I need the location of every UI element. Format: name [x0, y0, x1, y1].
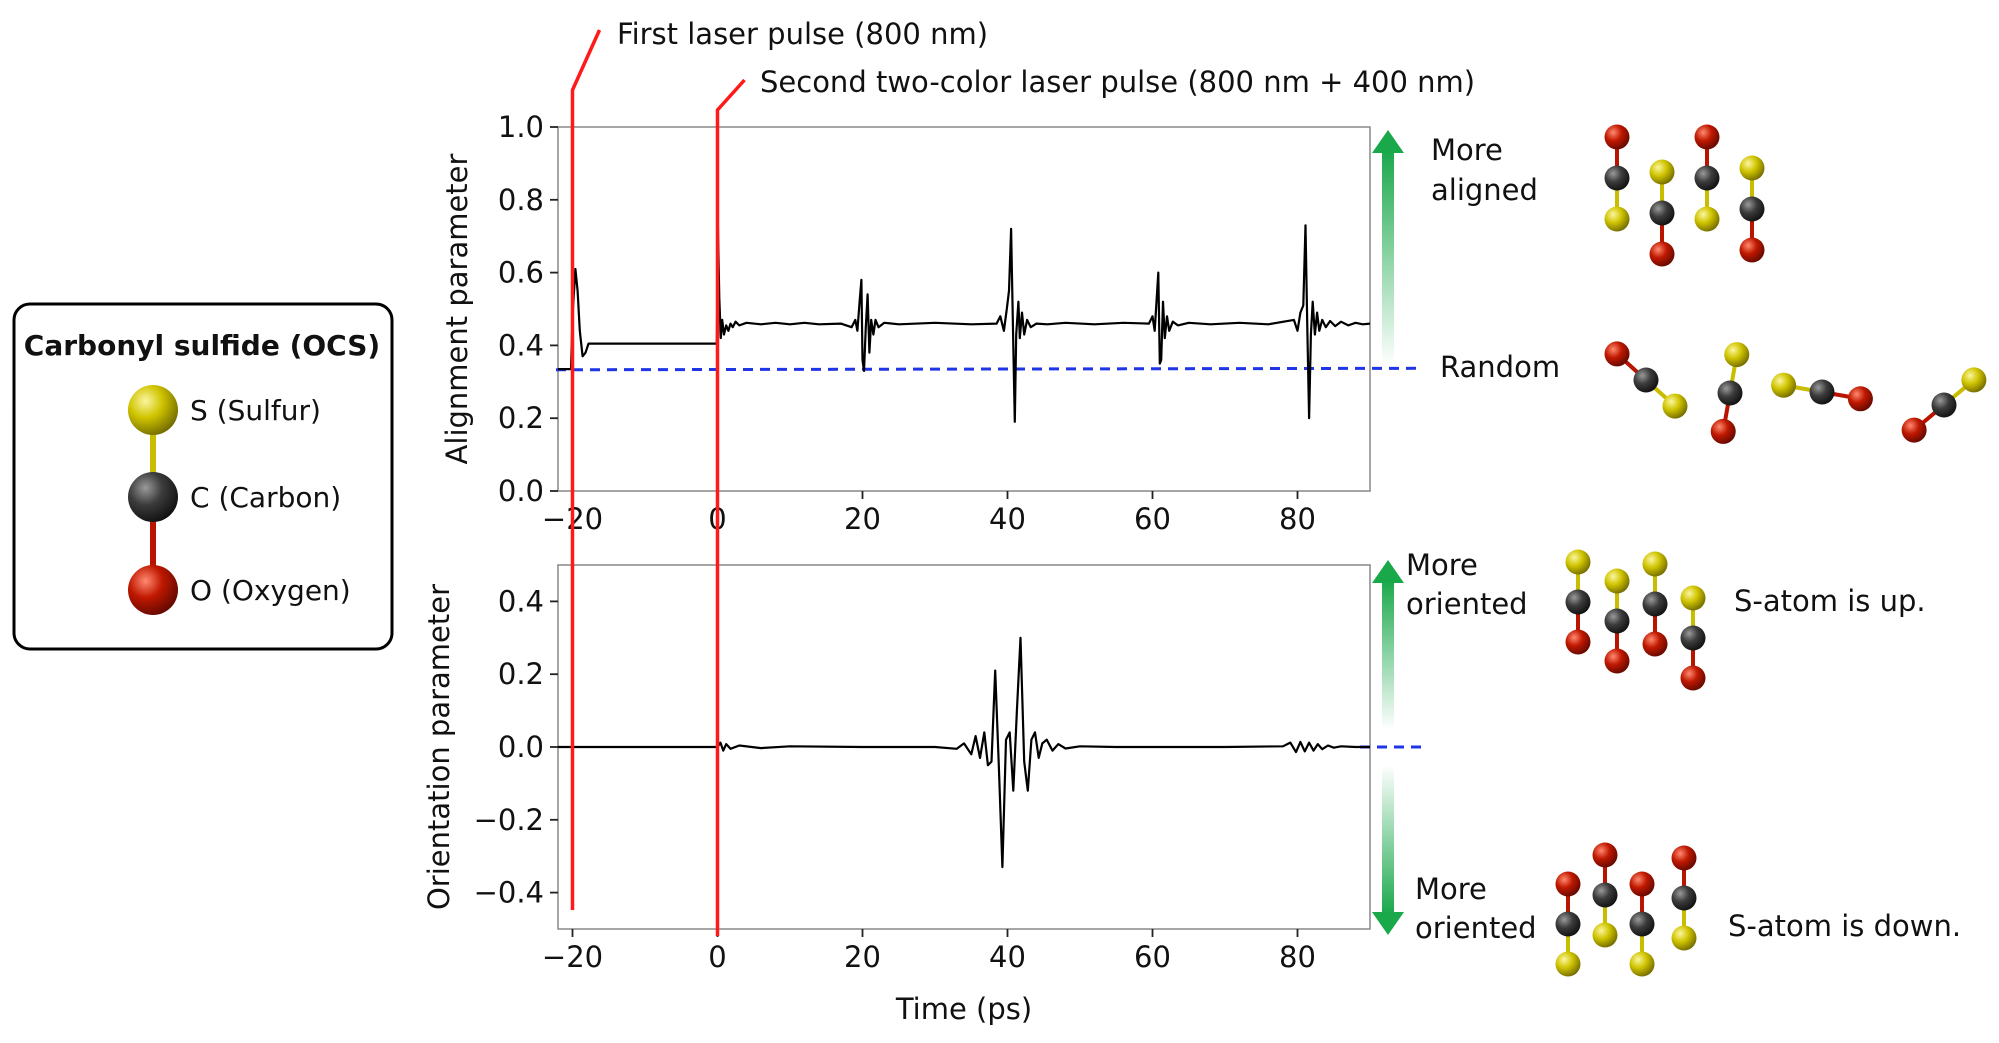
y-tick-label: 0.2 [498, 657, 544, 691]
ocs-molecule [1710, 342, 1750, 444]
legend-box: Carbonyl sulfide (OCS) S (Sulfur) C (Car… [12, 302, 394, 651]
more-aligned-line2: aligned [1431, 173, 1538, 207]
legend-oxygen-atom [128, 565, 178, 615]
orientation-chart: −0.4 −0.2 0.0 0.2 0.4 −20 0 20 40 60 80 Orientati… [422, 564, 1428, 1026]
ocs-molecule [1604, 568, 1630, 674]
y-tick-label: −0.4 [474, 876, 544, 910]
orientation-down-arrow [1372, 765, 1404, 935]
y-tick-label: 0.8 [498, 183, 544, 217]
alignment-arrow-shaft [1382, 150, 1394, 365]
ocs-molecule [1671, 845, 1697, 951]
second-pulse-line [715, 78, 746, 936]
more-oriented-down-line1: More [1415, 872, 1487, 906]
ocs-molecule [1565, 549, 1591, 655]
x-tick-label: 60 [1134, 502, 1171, 536]
y-tick-label: 0.2 [498, 401, 544, 435]
ocs-molecule [1901, 367, 1987, 443]
ocs-molecule [1629, 871, 1655, 977]
random-label: Random [1440, 350, 1560, 384]
x-tick-label: −20 [542, 940, 603, 974]
x-tick-label: 40 [989, 502, 1026, 536]
ocs-molecule [1649, 159, 1675, 267]
time-xlabel: Time (ps) [895, 992, 1032, 1026]
legend-title: Carbonyl sulfide (OCS) [24, 329, 380, 362]
ocs-molecule [1592, 842, 1618, 948]
orientation-up-arrow-shaft [1382, 580, 1394, 730]
orientation-down-arrow-shaft [1382, 765, 1394, 915]
more-oriented-down-line2: oriented [1415, 911, 1537, 945]
orientation-up-arrow-head [1372, 560, 1404, 583]
y-tick-label: 0.4 [498, 584, 544, 618]
x-tick-label: 80 [1279, 502, 1316, 536]
ocs-molecule [1642, 551, 1668, 657]
s-up-molecules-illustration [1565, 549, 1706, 691]
second-pulse-marker: Second two-color laser pulse (800 nm + 4… [715, 65, 1475, 936]
legend-label-sulfur: S (Sulfur) [190, 394, 321, 427]
first-pulse-line [570, 29, 602, 910]
ocs-molecule [1680, 585, 1706, 691]
legend-label-carbon: C (Carbon) [190, 481, 341, 514]
x-tick-label: 40 [989, 940, 1026, 974]
ocs-molecule [1771, 372, 1873, 412]
s-atom-up-label: S-atom is up. [1734, 584, 1926, 618]
x-tick-label: 60 [1134, 940, 1171, 974]
ocs-molecule [1604, 341, 1688, 419]
y-tick-label: −0.2 [474, 803, 544, 837]
legend-label-oxygen: O (Oxygen) [190, 574, 351, 607]
first-pulse-label: First laser pulse (800 nm) [617, 17, 988, 51]
y-tick-label: 0.0 [498, 730, 544, 764]
y-tick-label: 0.4 [498, 328, 544, 362]
alignment-chart: 0.00.20.40.60.81.0 −20 0 20 40 60 80 Alignmen… [440, 110, 1423, 536]
alignment-plot-frame [557, 126, 1371, 492]
ocs-molecule [1604, 124, 1630, 232]
x-tick-label: 80 [1279, 940, 1316, 974]
s-down-molecules-illustration [1555, 842, 1697, 977]
x-tick-label: 0 [708, 940, 726, 974]
random-reference-line [555, 366, 1423, 372]
orientation-trace [558, 636, 1370, 869]
legend-frame [12, 302, 394, 651]
first-pulse-marker: First laser pulse (800 nm) [570, 17, 988, 910]
orientation-up-arrow [1372, 560, 1404, 730]
x-tick-label: 20 [844, 940, 881, 974]
aligned-molecules-illustration [1604, 124, 1765, 267]
y-tick-label: 1.0 [498, 110, 544, 144]
legend-carbon-atom [128, 472, 178, 522]
y-tick-label: 0.6 [498, 256, 544, 290]
more-oriented-up-line2: oriented [1406, 587, 1528, 621]
alignment-trace [558, 224, 1371, 423]
alignment-arrow [1372, 130, 1404, 365]
more-oriented-up-line1: More [1406, 548, 1478, 582]
s-atom-down-label: S-atom is down. [1728, 909, 1961, 943]
alignment-arrow-head [1372, 130, 1404, 153]
second-pulse-label: Second two-color laser pulse (800 nm + 4… [760, 65, 1475, 99]
x-tick-label: 20 [844, 502, 881, 536]
orientation-down-arrow-head [1372, 912, 1404, 935]
ocs-molecule [1739, 155, 1765, 263]
more-aligned-line1: More [1431, 133, 1503, 167]
legend-sulfur-atom [128, 385, 178, 435]
orientation-ylabel: Orientation parameter [422, 584, 456, 910]
ocs-molecule [1694, 124, 1720, 232]
random-molecules-illustration [1604, 341, 1987, 444]
y-tick-label: 0.0 [498, 474, 544, 508]
ocs-molecule [1555, 871, 1581, 977]
alignment-ylabel: Alignment parameter [440, 153, 474, 464]
